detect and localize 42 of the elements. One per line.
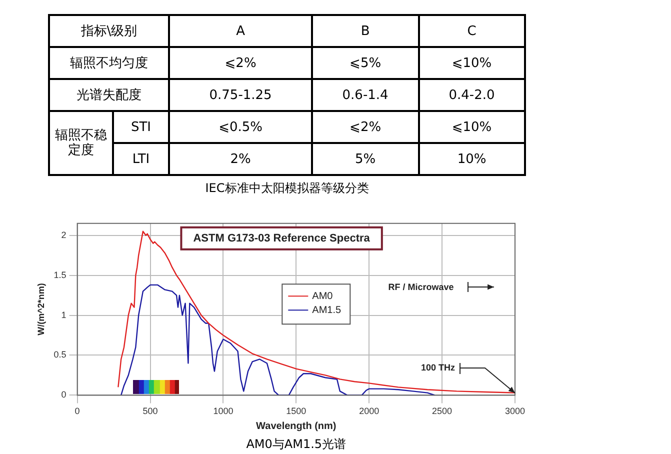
x-tick-label: 1500 <box>286 406 306 416</box>
annotation: 100 THz <box>420 362 456 373</box>
text: ⩽2% <box>312 111 419 143</box>
text: ASTM G173-03 Reference Spectra <box>193 232 371 244</box>
text: 辐照不稳定度 <box>49 111 113 175</box>
text: IEC标准中太阳模拟器等级分类 <box>204 180 370 197</box>
y-tick-label: 2 <box>61 230 66 240</box>
text: 10% <box>418 143 525 175</box>
text: 0.6-1.4 <box>312 79 419 111</box>
text: AM0与AM1.5光谱 <box>245 436 348 453</box>
x-axis-title: Wavelength (nm) <box>256 420 336 432</box>
text: B <box>312 15 419 47</box>
y-axis-title: W/(m^2*nm) <box>36 283 46 336</box>
text: 指标\级别 <box>49 15 169 47</box>
y-tick-label: 1.5 <box>54 270 66 280</box>
y-tick-label: 0.5 <box>54 350 66 360</box>
text: C <box>418 15 525 47</box>
legend-label: AM0 <box>312 290 334 302</box>
text: ⩽5% <box>312 47 419 79</box>
y-tick-label: 0 <box>61 390 66 400</box>
text: LTI <box>113 143 169 175</box>
text: ⩽10% <box>418 47 525 79</box>
x-tick-label: 0 <box>74 406 80 416</box>
text: 光谱失配度 <box>49 79 169 111</box>
text: ⩽2% <box>169 47 312 79</box>
text: 0.4-2.0 <box>418 79 525 111</box>
text: A <box>169 15 312 47</box>
x-tick-label: 500 <box>142 406 158 416</box>
text: 2% <box>169 143 312 175</box>
text: 辐照不均匀度 <box>49 47 169 79</box>
x-tick-label: 2000 <box>359 406 380 416</box>
text: ⩽0.5% <box>169 111 312 143</box>
text: ⩽10% <box>418 111 525 143</box>
text: 0.75-1.25 <box>169 79 312 111</box>
y-tick-label: 1 <box>61 310 66 320</box>
text: 5% <box>312 143 419 175</box>
x-tick-label: 3000 <box>504 406 526 416</box>
annotation: RF / Microwave <box>388 282 454 292</box>
text: STI <box>113 111 169 143</box>
x-tick-label: 2500 <box>432 406 452 416</box>
legend-label: AM1.5 <box>312 304 342 316</box>
x-tick-label: 1000 <box>213 406 234 416</box>
